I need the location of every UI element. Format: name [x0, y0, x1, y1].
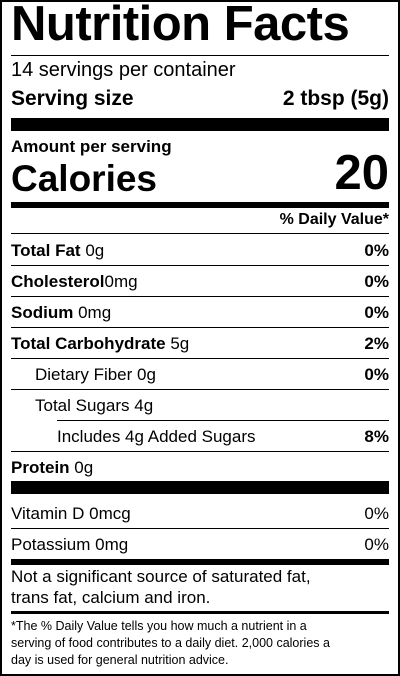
daily-value-header: % Daily Value*	[279, 211, 389, 228]
nutrient-amount: 0mg	[78, 303, 112, 322]
not-significant-note-line-2: trans fat, calcium and iron.	[11, 588, 211, 607]
divider-thin	[11, 327, 389, 328]
nutrient-name: Total Carbohydrate	[11, 334, 166, 353]
divider-thin	[11, 265, 389, 266]
divider-thin	[11, 296, 389, 297]
calories-value: 20	[334, 146, 389, 200]
nutrient-dv: 8%	[364, 427, 389, 446]
divider-thin	[11, 55, 389, 56]
nutrient-amount: 0g	[74, 458, 94, 477]
nutrient-name: Sodium	[11, 303, 74, 322]
nutrient-dv: 0%	[364, 365, 389, 384]
nutrient-dv: 0%	[364, 241, 389, 260]
serving-size-label: Serving size	[11, 87, 134, 110]
nutrient-name: Total Sugars	[35, 396, 130, 415]
divider-thick	[11, 481, 389, 494]
nutrient-row-sodium: Sodium 0mg	[11, 304, 111, 321]
nutrient-row-added-sugars: Includes 4g Added Sugars	[57, 427, 256, 446]
vitamin-row-vitamin-d: Vitamin D 0mcg	[11, 505, 131, 522]
nutrient-name: Dietary Fiber	[35, 365, 133, 384]
nutrient-row-protein: Protein 0g	[11, 459, 93, 476]
vitamin-name: Vitamin D	[11, 504, 85, 523]
vitamin-row-potassium: Potassium 0mg	[11, 536, 128, 553]
nutrient-dv: 0%	[364, 272, 389, 291]
nutrient-row-cholesterol: Cholesterol0mg	[11, 273, 138, 290]
nutrient-amount: 5g	[170, 334, 190, 353]
divider-thin	[11, 358, 389, 359]
nutrient-name: Protein	[11, 458, 70, 477]
servings-per-container: 14 servings per container	[11, 59, 236, 81]
divider-footnote	[11, 611, 389, 614]
nutrient-dv: 0%	[364, 303, 389, 322]
vitamin-name: Potassium	[11, 535, 91, 554]
vitamin-dv: 0%	[364, 504, 389, 523]
nutrient-amount: 0g	[85, 241, 105, 260]
divider-medium	[11, 559, 389, 565]
nutrient-dv: 2%	[364, 334, 389, 353]
footnote-line-3: day is used for general nutrition advice…	[11, 653, 229, 667]
divider-thin	[11, 233, 389, 234]
vitamin-dv: 0%	[364, 535, 389, 554]
divider-thin	[11, 451, 389, 452]
nutrient-name: Total Fat	[11, 241, 81, 260]
divider-thin	[11, 528, 389, 529]
serving-size-value: 2 tbsp (5g)	[282, 87, 389, 110]
nutrient-row-total-carbohydrate: Total Carbohydrate 5g	[11, 335, 189, 352]
divider-thin	[11, 389, 389, 390]
footnote-line-2: serving of food contributes to a daily d…	[11, 636, 330, 650]
divider-medium	[11, 202, 389, 208]
footnote-line-1: *The % Daily Value tells you how much a …	[11, 619, 307, 633]
vitamin-amount: 0mg	[95, 535, 129, 554]
not-significant-note-line-1: Not a significant source of saturated fa…	[11, 567, 311, 586]
nutrient-amount: 4g	[134, 396, 154, 415]
nutrient-row-total-fat: Total Fat 0g	[11, 242, 104, 259]
vitamin-amount: 0mcg	[89, 504, 131, 523]
label-content: Nutrition Facts 14 servings per containe…	[11, 0, 389, 674]
nutrient-name: Cholesterol	[11, 272, 105, 291]
label-title: Nutrition Facts	[11, 0, 350, 51]
divider-thick	[11, 118, 389, 131]
nutrient-amount: 0mg	[104, 272, 138, 291]
calories-label: Calories	[11, 158, 158, 199]
divider-thin	[57, 420, 389, 421]
nutrient-row-dietary-fiber: Dietary Fiber 0g	[35, 366, 156, 383]
amount-per-serving: Amount per serving	[11, 137, 172, 156]
nutrient-row-total-sugars: Total Sugars 4g	[35, 397, 153, 414]
nutrient-amount: 0g	[137, 365, 156, 384]
